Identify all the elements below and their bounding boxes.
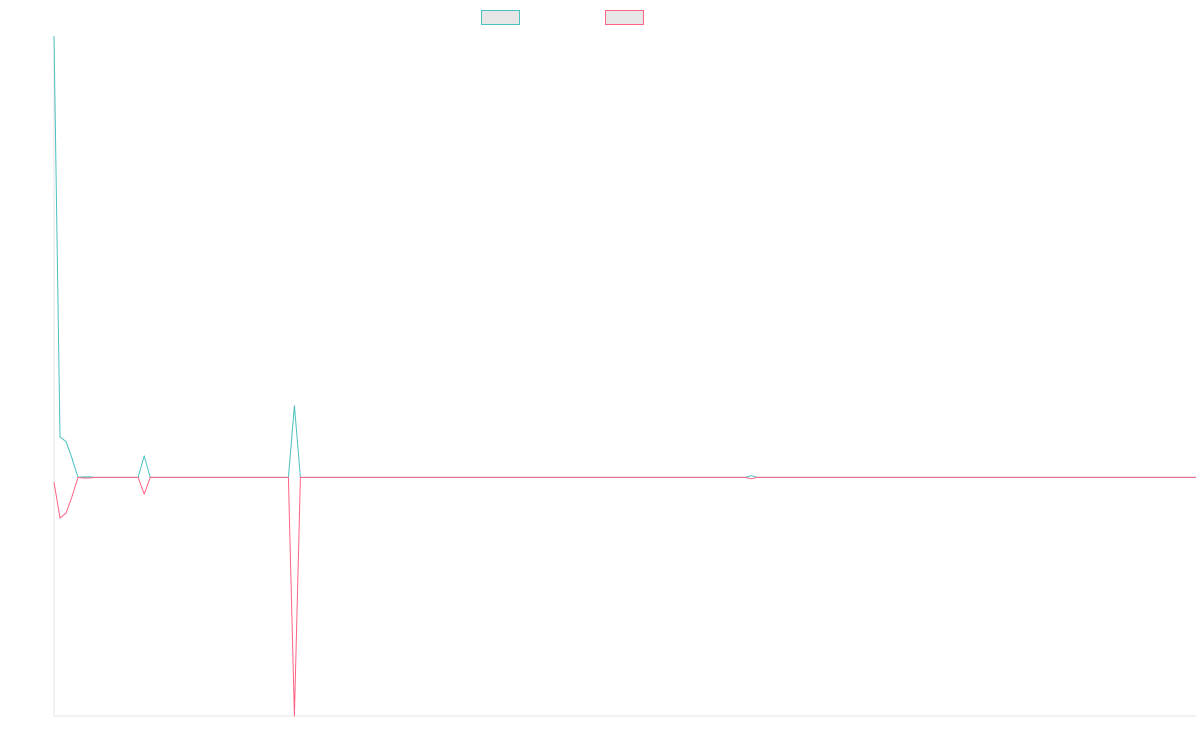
axes bbox=[53, 36, 1196, 717]
series-layer bbox=[53, 35, 1196, 717]
series-line-2 bbox=[53, 476, 1196, 717]
legend-swatch-1[interactable] bbox=[481, 10, 520, 25]
series-line-1 bbox=[53, 35, 1196, 478]
legend-swatch-2[interactable] bbox=[605, 10, 644, 25]
